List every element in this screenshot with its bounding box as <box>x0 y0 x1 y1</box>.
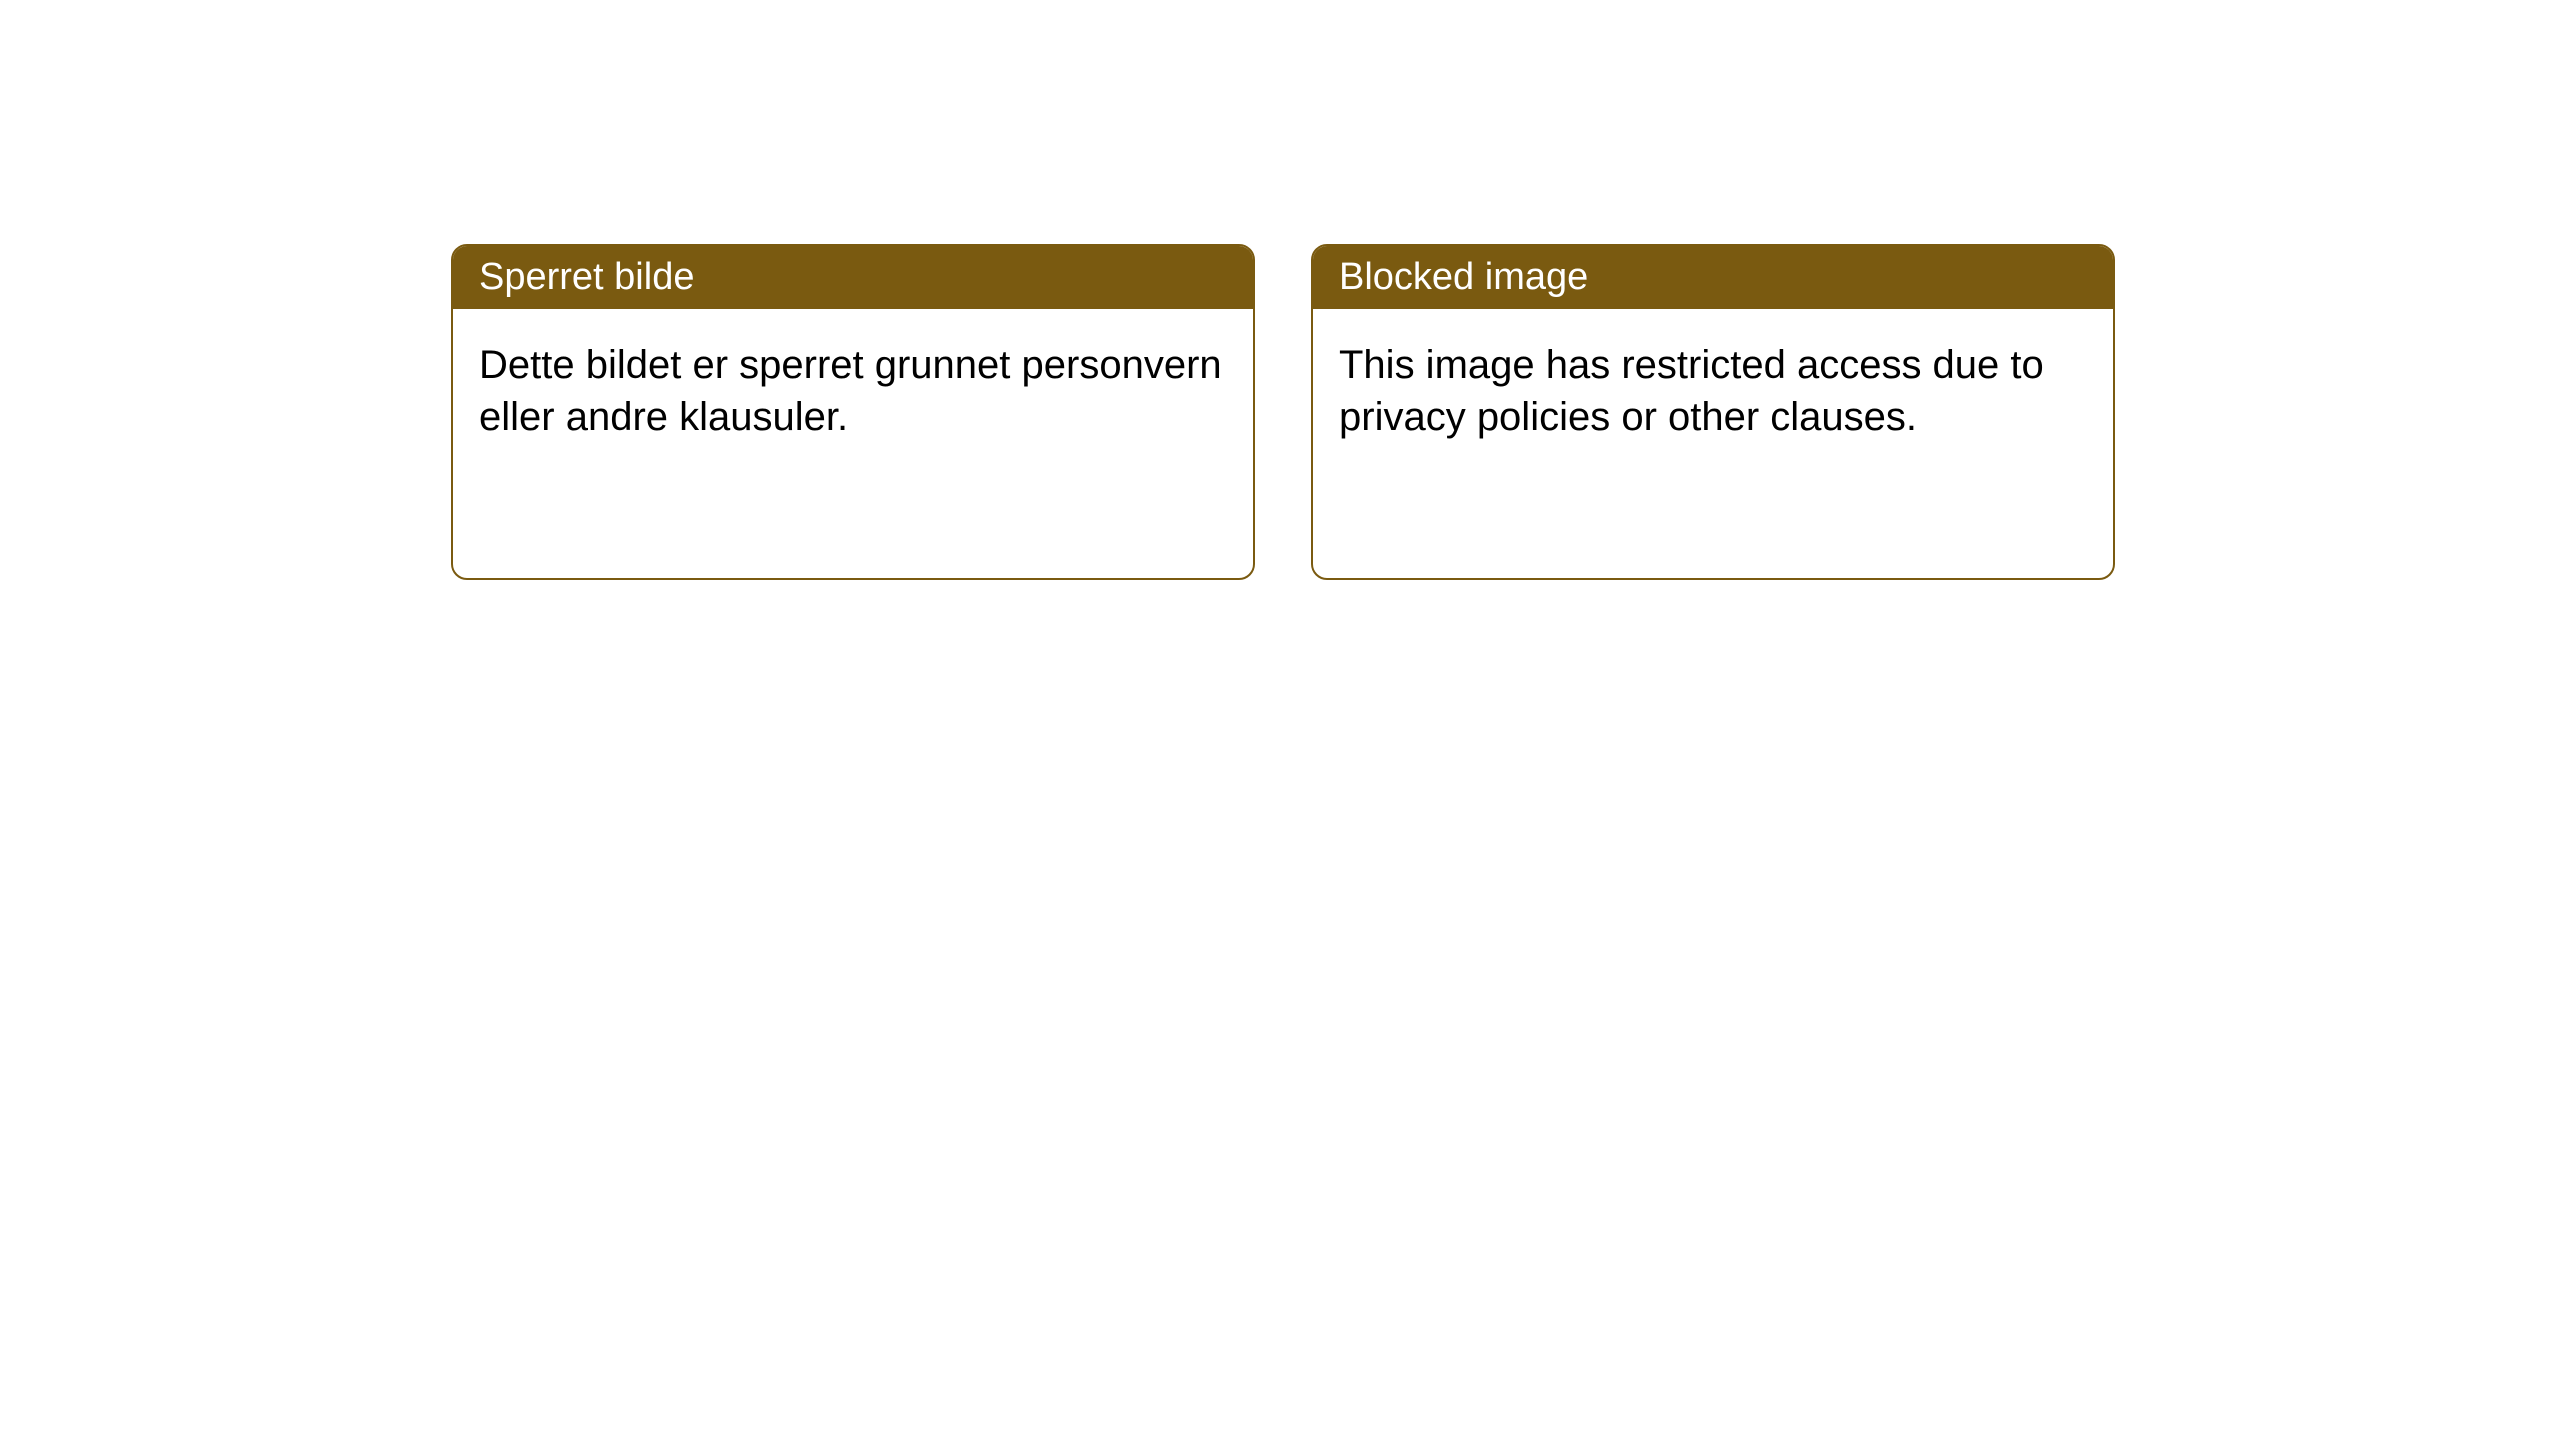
panel-header: Sperret bilde <box>453 246 1253 309</box>
notice-panel-norwegian: Sperret bilde Dette bildet er sperret gr… <box>451 244 1255 580</box>
panel-body: Dette bildet er sperret grunnet personve… <box>453 309 1253 473</box>
panel-body: This image has restricted access due to … <box>1313 309 2113 473</box>
panel-header: Blocked image <box>1313 246 2113 309</box>
notice-panel-english: Blocked image This image has restricted … <box>1311 244 2115 580</box>
notice-panels-container: Sperret bilde Dette bildet er sperret gr… <box>451 244 2560 580</box>
